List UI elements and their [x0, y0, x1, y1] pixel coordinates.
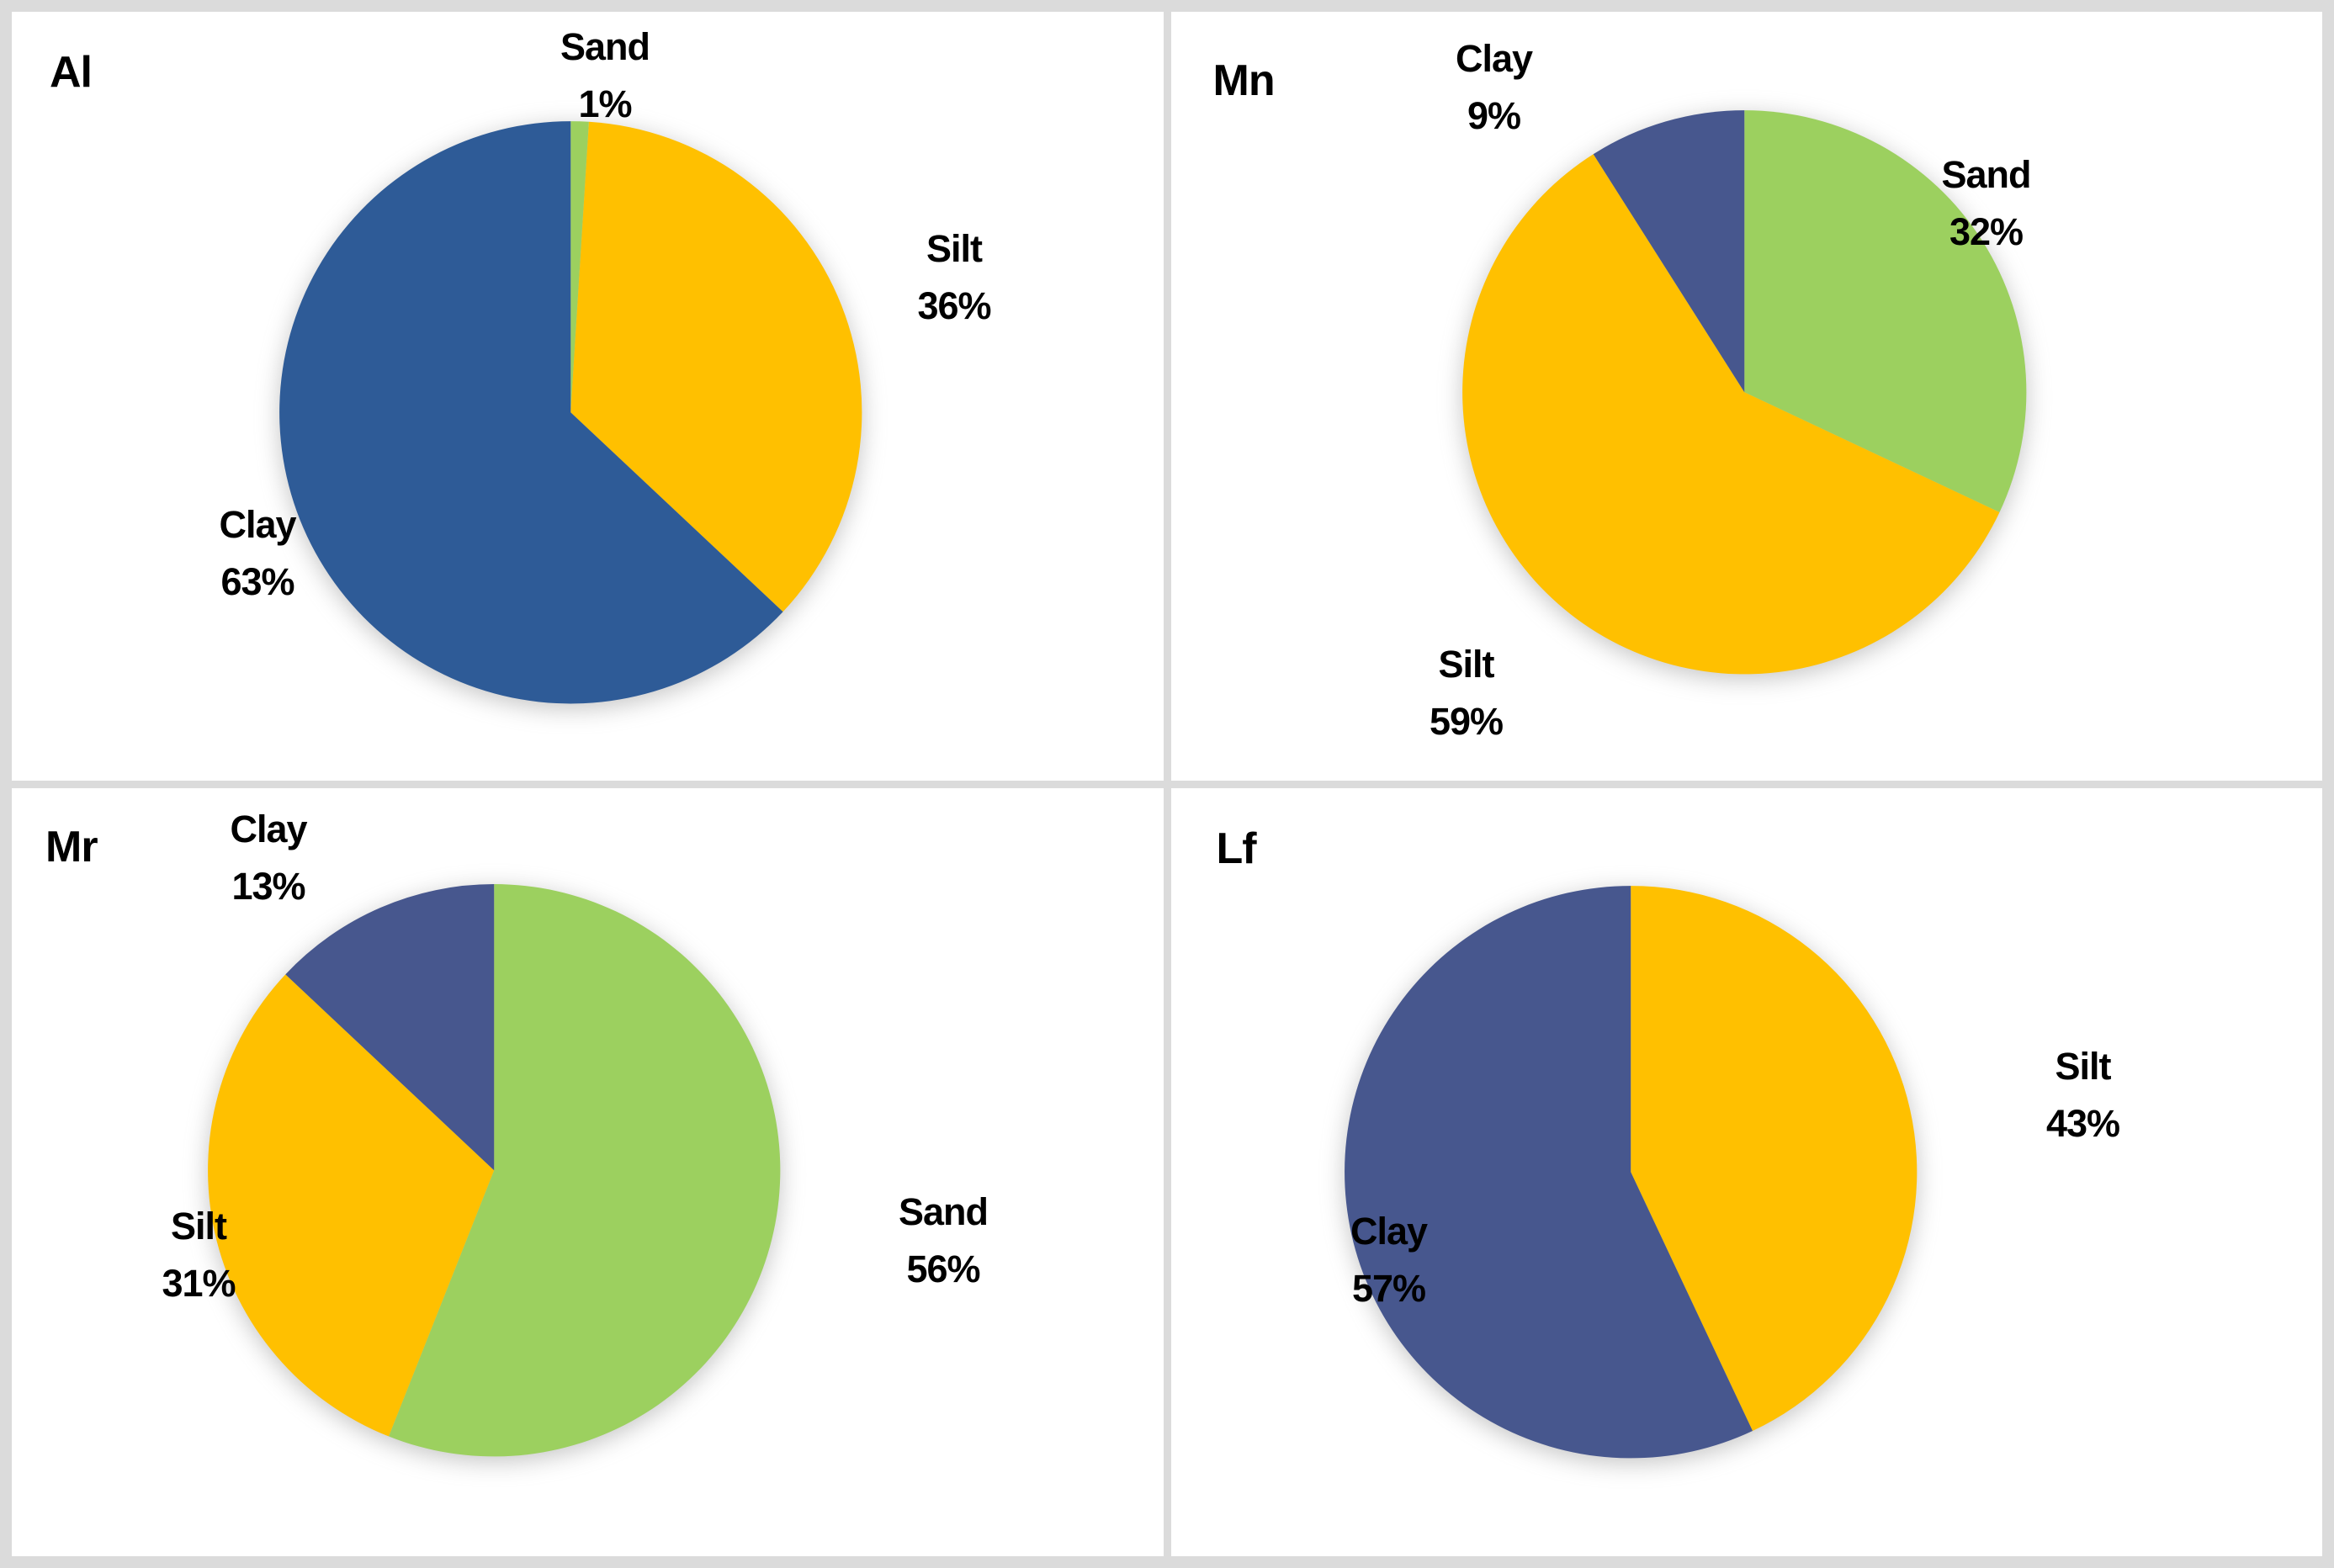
slice-category-text: Silt	[170, 1204, 227, 1248]
pie-mn	[1461, 110, 2026, 675]
slice-percent-text: 43%	[2045, 1101, 2120, 1145]
slice-percent-text: 63%	[220, 560, 294, 603]
slice-label-clay: Clay 13%	[134, 801, 403, 915]
slice-category-text: Sand	[560, 25, 650, 68]
slice-category-text: Clay	[1455, 37, 1533, 80]
pie-slice-clay	[279, 121, 783, 704]
slice-label-silt: Silt 36%	[820, 220, 1089, 335]
chart-panel-lf: Lf Silt 43% Clay 57%	[1170, 787, 2322, 1556]
pie-mr	[208, 883, 781, 1456]
pie-slice-clay	[285, 883, 495, 1170]
pie-slice-clay	[1593, 110, 1744, 393]
slice-label-sand: Sand 56%	[809, 1184, 1078, 1298]
slice-category-text: Silt	[1438, 643, 1494, 686]
slice-label-silt: Silt 59%	[1332, 636, 1601, 750]
pie-slice-sand	[389, 883, 781, 1456]
slice-label-clay: Clay 9%	[1360, 30, 1629, 145]
slice-category-text: Sand	[1941, 153, 2031, 196]
slice-label-silt: Silt 43%	[1949, 1038, 2218, 1152]
slice-percent-text: 36%	[917, 284, 991, 327]
pie-slice-clay	[1344, 885, 1753, 1458]
slice-percent-text: 32%	[1949, 210, 2024, 253]
slice-percent-text: 57%	[1351, 1266, 1426, 1310]
chart-panel-mn: Mn Sand 32% Silt 59% Clay 9%	[1170, 12, 2322, 781]
pie-slice-silt	[1630, 885, 1917, 1431]
slice-percent-text: 13%	[231, 864, 305, 908]
slice-category-text: Sand	[898, 1189, 989, 1233]
slice-category-text: Clay	[230, 807, 307, 850]
chart-title-mn: Mn	[1212, 56, 1276, 105]
chart-title-mr: Mr	[45, 822, 98, 871]
slice-label-clay: Clay 57%	[1255, 1203, 1524, 1317]
slice-label-sand: Sand 32%	[1852, 146, 2121, 261]
slice-label-silt: Silt 31%	[64, 1198, 333, 1312]
pie-slice-silt	[1461, 154, 1999, 675]
chart-title-al: Al	[50, 48, 93, 97]
pie-lf	[1344, 885, 1917, 1458]
chart-panel-mr: Mr Sand 56% Silt 31% Clay 13%	[12, 787, 1164, 1556]
pie-slice-silt	[208, 973, 495, 1437]
pie-slice-sand	[1743, 110, 2026, 512]
chart-panel-al: Al Sand 1% Silt 36% Clay 63%	[12, 12, 1164, 781]
slice-label-clay: Clay 63%	[123, 496, 392, 611]
slice-percent-text: 56%	[906, 1247, 980, 1290]
slice-percent-text: 31%	[162, 1261, 236, 1305]
slice-category-text: Silt	[2055, 1044, 2111, 1088]
slice-category-text: Silt	[926, 227, 983, 270]
slice-label-sand: Sand 1%	[470, 19, 740, 133]
pie-al	[279, 121, 862, 704]
slice-category-text: Clay	[219, 503, 296, 546]
slice-percent-text: 9%	[1467, 94, 1521, 137]
slice-percent-text: 1%	[578, 82, 632, 125]
pie-slice-sand	[570, 121, 589, 413]
chart-title-lf: Lf	[1216, 824, 1257, 873]
pie-slice-silt	[570, 121, 862, 612]
slice-category-text: Clay	[1350, 1209, 1428, 1253]
slice-percent-text: 59%	[1429, 700, 1504, 743]
